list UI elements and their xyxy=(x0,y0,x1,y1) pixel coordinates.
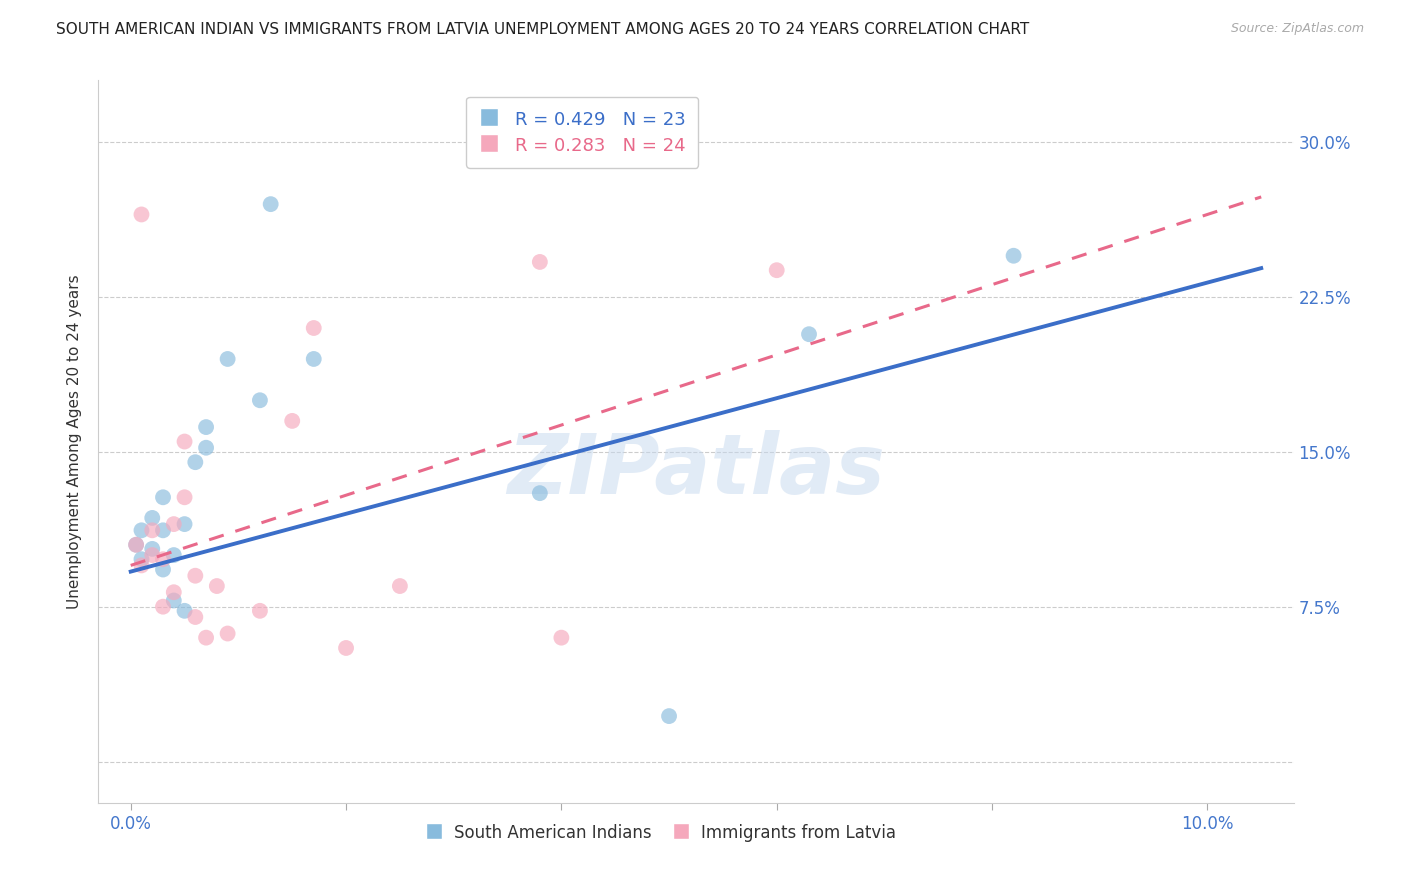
Point xyxy=(302,321,325,335)
Text: SOUTH AMERICAN INDIAN VS IMMIGRANTS FROM LATVIA UNEMPLOYMENT AMONG AGES 20 TO 24: SOUTH AMERICAN INDIAN VS IMMIGRANTS FROM… xyxy=(56,22,1029,37)
Point xyxy=(173,434,195,449)
Point xyxy=(249,604,271,618)
Point xyxy=(184,568,207,582)
Point xyxy=(152,552,174,566)
Point xyxy=(1002,249,1025,263)
Point xyxy=(388,579,411,593)
Point xyxy=(765,263,787,277)
Point xyxy=(184,610,207,624)
Point xyxy=(184,455,207,469)
Point xyxy=(152,524,174,538)
Point xyxy=(529,486,551,500)
Point xyxy=(797,327,820,342)
Point xyxy=(335,640,357,655)
Point xyxy=(195,631,218,645)
Point xyxy=(281,414,304,428)
Point xyxy=(550,631,572,645)
Y-axis label: Unemployment Among Ages 20 to 24 years: Unemployment Among Ages 20 to 24 years xyxy=(67,274,83,609)
Point xyxy=(152,562,174,576)
Point xyxy=(131,558,153,573)
Point xyxy=(131,524,153,538)
Point xyxy=(152,599,174,614)
Point xyxy=(529,255,551,269)
Point xyxy=(260,197,283,211)
Point xyxy=(141,541,163,556)
Text: ZIPatlas: ZIPatlas xyxy=(508,430,884,511)
Point xyxy=(173,490,195,504)
Point xyxy=(125,538,148,552)
Point xyxy=(173,517,195,532)
Point xyxy=(249,393,271,408)
Point xyxy=(163,548,186,562)
Point xyxy=(658,709,681,723)
Text: Source: ZipAtlas.com: Source: ZipAtlas.com xyxy=(1230,22,1364,36)
Point xyxy=(163,593,186,607)
Legend: South American Indians, Immigrants from Latvia: South American Indians, Immigrants from … xyxy=(418,817,903,848)
Point xyxy=(205,579,228,593)
Point xyxy=(141,548,163,562)
Point xyxy=(217,626,239,640)
Point xyxy=(195,420,218,434)
Point xyxy=(131,207,153,221)
Point xyxy=(173,604,195,618)
Point xyxy=(163,517,186,532)
Point xyxy=(195,441,218,455)
Point xyxy=(141,511,163,525)
Point xyxy=(302,351,325,366)
Point xyxy=(125,538,148,552)
Point xyxy=(217,351,239,366)
Point xyxy=(141,524,163,538)
Point xyxy=(131,552,153,566)
Point xyxy=(163,585,186,599)
Point xyxy=(152,490,174,504)
